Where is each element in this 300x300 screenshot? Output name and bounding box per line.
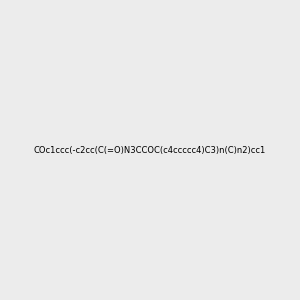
Text: COc1ccc(-c2cc(C(=O)N3CCOC(c4ccccc4)C3)n(C)n2)cc1: COc1ccc(-c2cc(C(=O)N3CCOC(c4ccccc4)C3)n(…: [34, 146, 266, 154]
